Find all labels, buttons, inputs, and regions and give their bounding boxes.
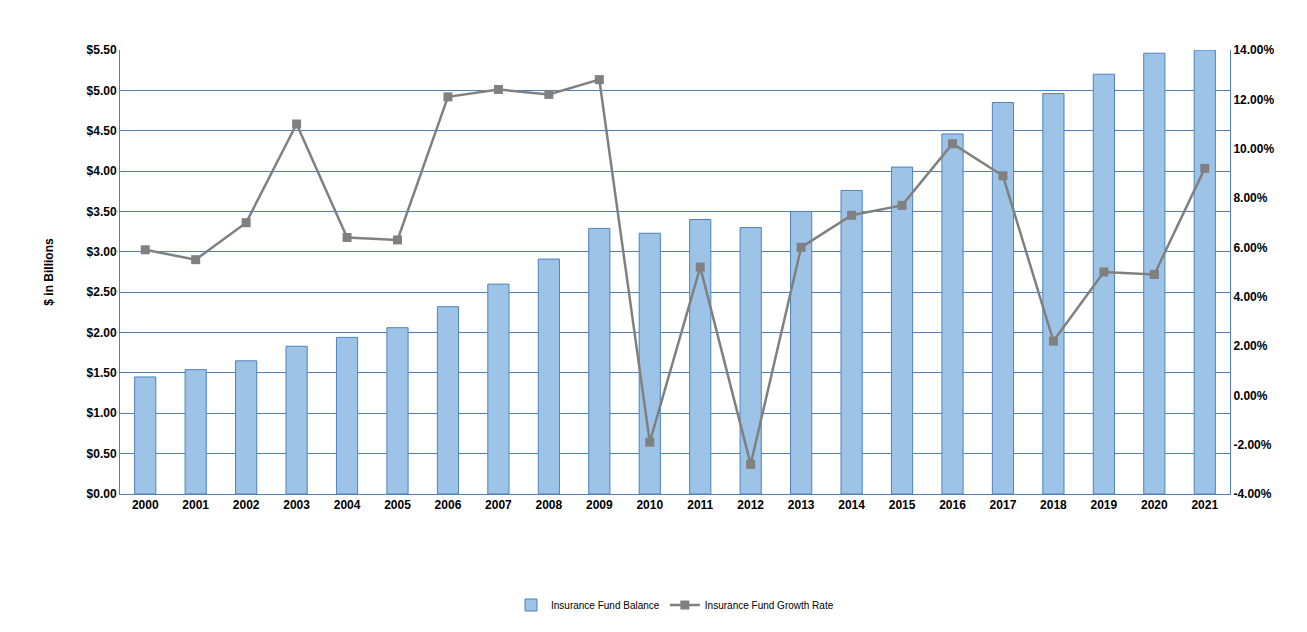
svg-text:2014: 2014 [838, 498, 865, 512]
svg-text:2001: 2001 [182, 498, 209, 512]
svg-text:$5.00: $5.00 [87, 84, 117, 98]
svg-text:$3.50: $3.50 [87, 205, 117, 219]
svg-text:2008: 2008 [536, 498, 563, 512]
svg-text:2010: 2010 [636, 498, 663, 512]
svg-text:12.00%: 12.00% [1233, 93, 1274, 107]
svg-text:2.00%: 2.00% [1233, 339, 1267, 353]
svg-text:2016: 2016 [939, 498, 966, 512]
svg-text:-4.00%: -4.00% [1233, 487, 1271, 501]
svg-text:2019: 2019 [1091, 498, 1118, 512]
svg-text:10.00%: 10.00% [1233, 142, 1274, 156]
svg-text:2017: 2017 [990, 498, 1017, 512]
svg-text:$0.50: $0.50 [87, 447, 117, 461]
svg-text:2018: 2018 [1040, 498, 1067, 512]
svg-text:$1.00: $1.00 [87, 406, 117, 420]
svg-text:$0.00: $0.00 [87, 487, 117, 501]
svg-text:8.00%: 8.00% [1233, 191, 1267, 205]
svg-text:$3.00: $3.00 [87, 245, 117, 259]
svg-text:$2.00: $2.00 [87, 326, 117, 340]
svg-text:$4.00: $4.00 [87, 164, 117, 178]
svg-text:$ in Billions: $ in Billions [42, 238, 56, 306]
svg-text:2015: 2015 [889, 498, 916, 512]
svg-text:2007: 2007 [485, 498, 512, 512]
svg-text:Insurance Fund Growth Rate: Insurance Fund Growth Rate [705, 600, 834, 611]
svg-text:2004: 2004 [334, 498, 361, 512]
svg-text:2021: 2021 [1191, 498, 1218, 512]
svg-text:Insurance Fund Balance: Insurance Fund Balance [551, 600, 660, 611]
svg-text:$5.50: $5.50 [87, 43, 117, 57]
svg-text:2012: 2012 [737, 498, 764, 512]
svg-text:4.00%: 4.00% [1233, 290, 1267, 304]
svg-text:2020: 2020 [1141, 498, 1168, 512]
svg-text:2013: 2013 [788, 498, 815, 512]
svg-text:2000: 2000 [132, 498, 159, 512]
svg-text:2005: 2005 [384, 498, 411, 512]
svg-text:$4.50: $4.50 [87, 124, 117, 138]
svg-text:2002: 2002 [233, 498, 260, 512]
svg-text:$2.50: $2.50 [87, 285, 117, 299]
svg-text:-2.00%: -2.00% [1233, 438, 1271, 452]
svg-text:2006: 2006 [435, 498, 462, 512]
svg-text:0.00%: 0.00% [1233, 389, 1267, 403]
svg-text:$1.50: $1.50 [87, 366, 117, 380]
svg-text:2003: 2003 [283, 498, 310, 512]
svg-text:6.00%: 6.00% [1233, 241, 1267, 255]
svg-text:2011: 2011 [687, 498, 713, 512]
svg-text:14.00%: 14.00% [1233, 43, 1274, 57]
svg-text:2009: 2009 [586, 498, 613, 512]
